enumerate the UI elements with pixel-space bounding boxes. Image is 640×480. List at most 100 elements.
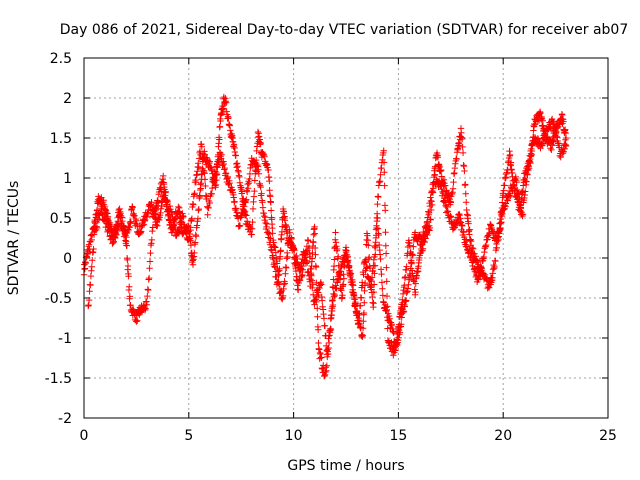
data-point <box>143 301 151 308</box>
data-point <box>310 239 317 246</box>
data-point <box>196 193 204 200</box>
data-point <box>348 281 356 288</box>
data-point <box>211 174 218 182</box>
data-point <box>321 322 329 330</box>
data-point <box>409 251 417 259</box>
data-point <box>401 303 409 310</box>
data-point <box>224 173 232 181</box>
data-point <box>278 228 286 236</box>
data-point <box>439 190 447 197</box>
data-point <box>124 262 132 270</box>
data-point <box>86 288 93 295</box>
data-point <box>164 198 171 205</box>
data-point <box>265 166 272 174</box>
data-point <box>362 259 369 266</box>
data-point <box>332 229 339 236</box>
data-point <box>378 270 385 278</box>
data-point <box>374 200 381 208</box>
data-point <box>312 251 319 258</box>
data-point <box>515 190 522 197</box>
data-point <box>111 233 118 241</box>
data-point <box>548 146 555 154</box>
data-point <box>390 329 397 336</box>
data-point <box>365 242 372 249</box>
data-point <box>195 205 203 213</box>
y-tick-label: 1 <box>63 171 72 187</box>
data-point <box>104 210 111 217</box>
data-point <box>129 204 136 211</box>
data-point <box>450 178 457 186</box>
data-point <box>323 362 331 369</box>
data-point <box>306 253 314 261</box>
data-point <box>124 256 131 264</box>
data-point <box>267 199 275 206</box>
data-point <box>192 239 199 246</box>
data-point <box>221 164 228 172</box>
data-points <box>80 93 570 380</box>
data-point <box>334 279 341 286</box>
x-tick-label: 0 <box>80 428 89 444</box>
data-point <box>513 178 520 186</box>
data-point <box>295 286 302 294</box>
data-point <box>462 181 469 188</box>
data-point <box>314 305 321 312</box>
data-point <box>180 213 187 221</box>
data-point <box>263 220 271 228</box>
data-point <box>455 141 463 149</box>
data-point <box>523 178 530 185</box>
data-point <box>501 182 508 189</box>
data-point <box>337 272 344 279</box>
data-point <box>447 213 455 221</box>
data-point <box>146 265 153 272</box>
data-point <box>261 153 268 160</box>
data-point <box>469 245 477 252</box>
data-point <box>318 354 325 361</box>
data-point <box>560 148 568 155</box>
data-point <box>296 277 304 284</box>
data-point <box>281 280 289 287</box>
data-point <box>410 243 417 250</box>
data-point <box>325 339 333 347</box>
data-point <box>231 198 238 205</box>
data-point <box>442 202 449 209</box>
data-point <box>126 293 134 300</box>
data-point <box>361 299 368 307</box>
data-point <box>550 138 557 146</box>
data-point <box>331 292 338 299</box>
data-point <box>310 231 317 239</box>
data-point <box>382 229 389 236</box>
data-point <box>202 182 209 190</box>
data-point <box>378 164 385 172</box>
data-point <box>262 219 269 227</box>
data-point <box>462 190 469 198</box>
data-point <box>117 212 125 220</box>
data-point <box>558 111 566 119</box>
data-point <box>315 339 322 347</box>
data-point <box>220 93 228 101</box>
data-point <box>562 142 570 150</box>
data-point <box>314 313 321 320</box>
data-point <box>398 321 405 328</box>
data-point <box>201 176 209 183</box>
data-point <box>225 114 232 122</box>
data-point <box>406 276 413 283</box>
data-point <box>270 255 277 263</box>
data-point <box>339 292 346 299</box>
data-point <box>340 281 347 288</box>
data-point <box>383 264 390 271</box>
data-point <box>250 193 258 200</box>
y-tick-label: -2 <box>58 411 72 427</box>
data-point <box>197 180 205 187</box>
data-point <box>81 265 89 272</box>
data-point <box>400 308 408 315</box>
data-point <box>401 282 408 289</box>
data-point <box>291 247 298 254</box>
data-point <box>376 178 384 185</box>
data-point <box>150 208 157 215</box>
data-point <box>375 231 382 239</box>
data-point <box>381 182 388 189</box>
data-point <box>463 198 470 206</box>
data-point <box>516 201 524 209</box>
data-point <box>87 272 95 280</box>
data-point <box>363 264 371 271</box>
